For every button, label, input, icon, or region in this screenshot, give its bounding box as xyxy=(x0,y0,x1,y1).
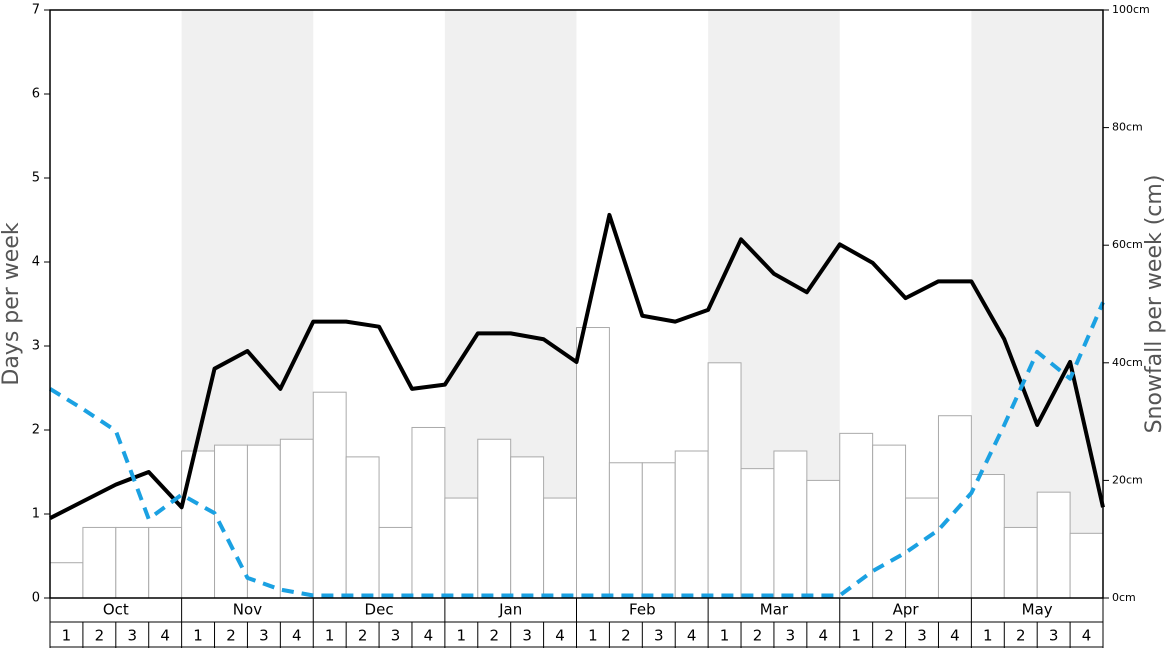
bar xyxy=(181,450,216,599)
x-tick-label: 1 xyxy=(457,627,467,645)
y-tick-label: 4 xyxy=(32,255,40,270)
y2-tick-label: 60cm xyxy=(1112,238,1143,251)
x-tick-label: 4 xyxy=(1082,627,1092,645)
month-label: Nov xyxy=(233,601,262,619)
x-tick-label: 1 xyxy=(983,627,993,645)
y-tick-label: 2 xyxy=(32,423,40,438)
month-label: Dec xyxy=(365,601,394,619)
bar xyxy=(740,468,775,599)
y-tick-label: 7 xyxy=(32,3,40,18)
x-tick-label: 1 xyxy=(193,627,203,645)
bar xyxy=(477,438,512,599)
bar xyxy=(806,479,841,599)
bar xyxy=(937,415,972,599)
x-tick-label: 3 xyxy=(786,627,796,645)
x-tick-label: 4 xyxy=(292,627,302,645)
bar xyxy=(576,327,610,599)
y2-axis-title: Snowfall per week (cm) xyxy=(1142,175,1167,434)
bar xyxy=(115,526,150,599)
x-tick-label: 4 xyxy=(160,627,170,645)
month-label: Feb xyxy=(629,601,656,619)
x-tick-label: 2 xyxy=(1016,627,1026,645)
x-tick-label: 4 xyxy=(819,627,829,645)
bar xyxy=(312,391,347,599)
x-tick-label: 1 xyxy=(62,627,72,645)
x-tick-label: 2 xyxy=(95,627,105,645)
x-tick-label: 2 xyxy=(621,627,631,645)
bar xyxy=(444,497,479,599)
x-tick-label: 2 xyxy=(489,627,499,645)
x-tick-label: 3 xyxy=(522,627,532,645)
y2-tick-label: 20cm xyxy=(1112,473,1143,486)
bar xyxy=(378,526,413,599)
y2-tick-label: 40cm xyxy=(1112,356,1143,369)
x-tick-label: 2 xyxy=(358,627,368,645)
bar xyxy=(82,526,117,599)
y2-tick-label: 100cm xyxy=(1112,3,1150,16)
bar xyxy=(1036,491,1071,599)
bar xyxy=(872,444,907,599)
bar xyxy=(510,456,545,599)
month-label: Mar xyxy=(760,601,789,619)
x-tick-label: 3 xyxy=(1049,627,1059,645)
y-tick-label: 6 xyxy=(32,87,40,102)
x-tick-label: 4 xyxy=(555,627,565,645)
x-tick-label: 1 xyxy=(720,627,730,645)
x-tick-label: 3 xyxy=(259,627,269,645)
y-tick-label: 1 xyxy=(32,507,40,522)
bar xyxy=(839,432,874,599)
bar xyxy=(345,456,380,599)
bar xyxy=(148,526,183,599)
bar xyxy=(674,450,709,599)
month-label: Jan xyxy=(498,601,522,619)
x-tick-label: 1 xyxy=(325,627,335,645)
bar xyxy=(246,444,281,599)
line xyxy=(48,301,1105,598)
x-tick-label: 4 xyxy=(424,627,434,645)
x-tick-label: 3 xyxy=(917,627,927,645)
month-label: Oct xyxy=(103,601,129,619)
bar xyxy=(707,362,742,599)
bar xyxy=(1003,526,1038,599)
x-tick-label: 1 xyxy=(851,627,861,645)
y-tick-label: 3 xyxy=(32,339,40,354)
bar xyxy=(49,562,84,599)
x-tick-label: 2 xyxy=(753,627,763,645)
line xyxy=(49,212,1105,520)
bar xyxy=(641,462,676,599)
bar xyxy=(279,438,314,599)
month-label: May xyxy=(1022,601,1053,619)
y2-tick-label: 0cm xyxy=(1112,591,1136,604)
bar xyxy=(411,426,446,599)
month-label: Apr xyxy=(893,601,920,619)
x-tick-label: 4 xyxy=(950,627,960,645)
x-tick-label: 3 xyxy=(127,627,137,645)
x-tick-label: 2 xyxy=(226,627,236,645)
y2-tick-label: 80cm xyxy=(1112,121,1143,134)
x-tick-label: 3 xyxy=(391,627,401,645)
y-axis-title: Days per week xyxy=(0,222,24,385)
x-tick-label: 2 xyxy=(884,627,894,645)
x-tick-label: 1 xyxy=(588,627,598,645)
bar xyxy=(1069,532,1104,599)
x-tick-label: 4 xyxy=(687,627,697,645)
bar xyxy=(543,497,577,599)
bar xyxy=(773,450,808,599)
y-tick-label: 5 xyxy=(32,171,40,186)
bar xyxy=(608,462,643,599)
x-tick-label: 3 xyxy=(654,627,664,645)
bar xyxy=(970,474,1005,599)
y-tick-label: 0 xyxy=(32,591,40,606)
